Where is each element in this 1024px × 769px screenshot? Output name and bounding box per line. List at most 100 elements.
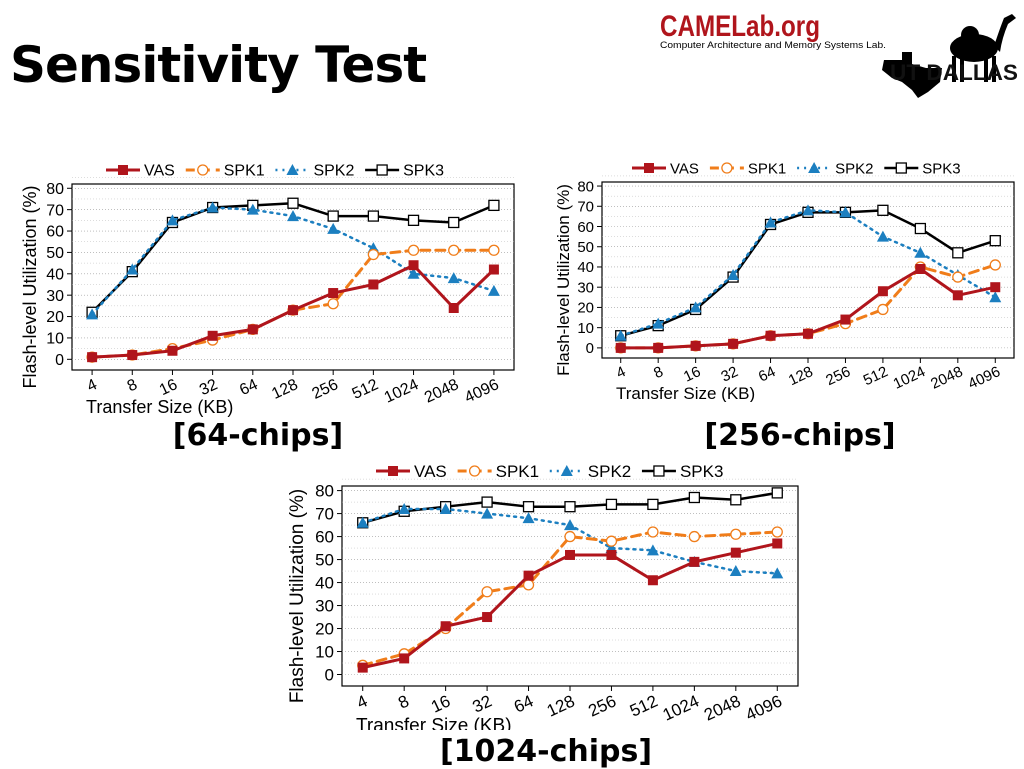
legend-marker-vas <box>644 163 654 173</box>
x-tick-label: 2048 <box>701 691 743 724</box>
data-point-spk3 <box>287 197 299 209</box>
data-point-spk2 <box>246 203 259 215</box>
chart-caption-256-chips: [256-chips] <box>704 418 896 453</box>
y-tick-label: 50 <box>577 239 594 256</box>
lab-logo: CAMELab.org Computer Architecture and Me… <box>660 10 1018 98</box>
legend-label-spk1: SPK1 <box>748 160 786 177</box>
x-tick-label: 1024 <box>382 376 422 406</box>
data-point-vas <box>288 305 298 316</box>
y-tick-label: 80 <box>46 181 64 198</box>
x-tick-label: 32 <box>470 691 495 716</box>
data-point-vas <box>368 279 379 290</box>
data-point-spk2 <box>126 263 139 275</box>
x-tick-label: 16 <box>428 691 453 716</box>
chart-caption-64-chips: [64-chips] <box>172 418 344 453</box>
data-point-spk2 <box>564 519 576 531</box>
data-point-spk2 <box>652 317 665 329</box>
x-tick-label: 4096 <box>743 691 785 724</box>
data-point-vas <box>606 549 617 560</box>
series-vas <box>87 260 499 363</box>
y-tick-label: 20 <box>577 300 594 317</box>
x-tick-label: 256 <box>585 691 619 720</box>
data-point-spk3 <box>771 487 783 499</box>
legend-marker-spk3 <box>376 164 388 176</box>
x-tick-label: 128 <box>544 691 578 720</box>
data-point-spk2 <box>764 216 777 228</box>
x-axis-title: Transfer Size (KB) <box>86 397 233 417</box>
data-point-spk2 <box>727 269 740 281</box>
data-point-spk3 <box>952 247 964 259</box>
data-point-spk3 <box>730 494 742 506</box>
camel-icon <box>950 14 1016 82</box>
data-point-vas <box>952 290 963 301</box>
legend-marker-spk1 <box>721 162 733 174</box>
data-point-spk3 <box>564 501 576 513</box>
x-tick-label: 8 <box>125 376 140 395</box>
data-point-spk1 <box>605 535 618 547</box>
legend-label-spk3: SPK3 <box>403 163 444 180</box>
data-point-vas <box>765 330 776 341</box>
legend-marker-spk1 <box>197 164 209 176</box>
series-spk2 <box>614 204 1002 341</box>
x-tick-label: 64 <box>237 376 260 399</box>
data-point-vas <box>87 352 98 363</box>
data-point-spk2 <box>771 567 784 579</box>
data-point-spk3 <box>522 501 535 513</box>
data-point-spk2 <box>356 516 369 528</box>
data-point-vas <box>448 303 459 313</box>
slide-title: Sensitivity Test <box>10 36 427 94</box>
data-point-spk2 <box>327 222 340 234</box>
x-tick-label: 64 <box>756 363 778 385</box>
y-tick-label: 40 <box>577 259 594 276</box>
data-point-vas <box>488 264 499 275</box>
plot-area <box>341 485 799 687</box>
legend-marker-spk2 <box>560 465 573 476</box>
x-tick-label: 4096 <box>462 376 502 406</box>
logo-org-subtitle: Computer Architecture and Memory Systems… <box>660 40 886 50</box>
data-point-vas <box>615 342 626 353</box>
data-point-spk3 <box>688 491 701 504</box>
series-spk2 <box>86 201 500 320</box>
x-tick-label: 512 <box>861 363 891 389</box>
data-point-vas <box>689 556 700 567</box>
legend-marker-spk2 <box>286 164 299 175</box>
data-point-spk2 <box>487 284 500 296</box>
data-point-vas <box>653 342 664 353</box>
legend-label-spk1: SPK1 <box>224 163 265 180</box>
data-point-spk1 <box>481 586 493 598</box>
data-point-spk2 <box>481 507 494 519</box>
data-point-vas <box>482 612 493 623</box>
y-tick-label: 0 <box>325 665 334 684</box>
x-tick-label: 4 <box>85 376 100 395</box>
y-tick-label: 70 <box>577 199 594 216</box>
legend-label-spk3: SPK3 <box>922 160 960 177</box>
data-point-vas <box>803 328 813 339</box>
y-tick-label: 10 <box>46 331 64 348</box>
data-point-spk2 <box>86 308 99 320</box>
data-point-spk2 <box>522 512 535 524</box>
legend-label-spk2: SPK2 <box>588 462 631 481</box>
data-point-vas <box>523 570 534 581</box>
data-point-spk1 <box>564 530 576 543</box>
data-point-vas <box>127 350 138 361</box>
data-point-spk1 <box>730 528 742 540</box>
data-point-vas <box>357 662 368 673</box>
legend-marker-vas <box>118 165 128 175</box>
data-point-vas <box>565 549 575 560</box>
data-point-spk1 <box>877 303 889 316</box>
x-tick-label: 256 <box>309 376 340 403</box>
y-tick-label: 10 <box>315 642 334 661</box>
x-tick-label: 1024 <box>891 363 928 393</box>
y-tick-label: 60 <box>577 219 594 236</box>
legend-label-spk1: SPK1 <box>496 462 539 481</box>
data-point-spk3 <box>605 498 618 511</box>
data-point-vas <box>167 345 178 356</box>
data-point-spk3 <box>327 210 339 222</box>
data-point-vas <box>690 340 701 351</box>
y-tick-label: 30 <box>315 596 334 615</box>
data-point-spk2 <box>407 267 420 279</box>
data-point-spk2 <box>206 201 219 213</box>
data-point-spk2 <box>614 329 627 341</box>
y-tick-label: 70 <box>315 505 334 524</box>
data-point-spk3 <box>877 204 889 216</box>
